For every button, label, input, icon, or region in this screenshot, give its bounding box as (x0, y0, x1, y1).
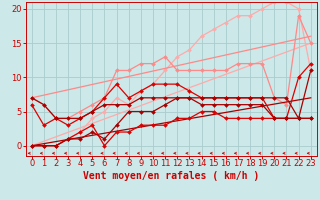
X-axis label: Vent moyen/en rafales ( km/h ): Vent moyen/en rafales ( km/h ) (83, 171, 259, 181)
